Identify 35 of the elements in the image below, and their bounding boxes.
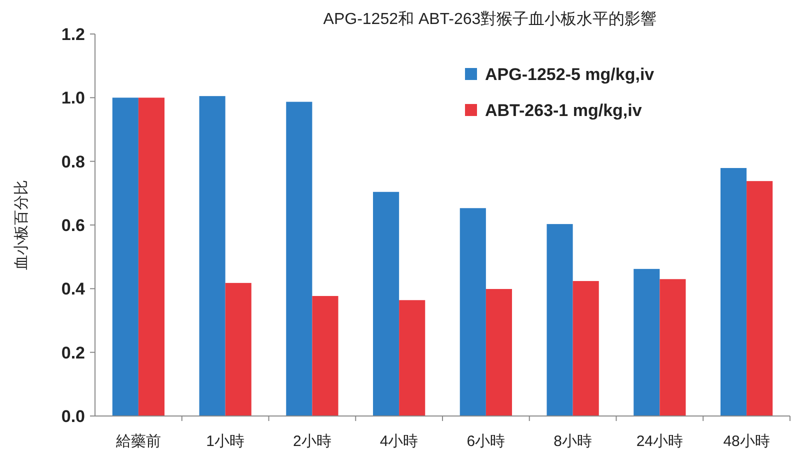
bar (572, 281, 599, 416)
bar (225, 282, 252, 416)
bar (138, 98, 164, 416)
x-tick-label: 2小時 (293, 433, 332, 450)
x-tick-label: 4小時 (380, 433, 418, 450)
y-tick-label: 0.0 (61, 407, 85, 426)
y-axis-title: 血小板百分比 (13, 180, 30, 270)
y-tick-label: 1.2 (61, 25, 85, 44)
bar (312, 296, 338, 416)
y-tick-label: 0.4 (61, 280, 86, 299)
y-tick-label: 0.2 (61, 343, 85, 362)
y-tick-label: 1.0 (61, 88, 85, 108)
bar (720, 168, 747, 416)
y-tick-label: 0.6 (61, 216, 85, 235)
x-tick-label: 6小時 (466, 433, 506, 450)
x-tick-label: 24小時 (636, 433, 684, 450)
bar (399, 300, 426, 416)
x-tick-label: 給藥前 (114, 433, 161, 450)
x-tick-label: 1小時 (206, 433, 244, 450)
bar (460, 208, 486, 416)
bar (660, 279, 686, 416)
chart-title: APG-1252和 ABT-263對猴子血小板水平的影響 (323, 10, 657, 28)
x-tick-label: 48小時 (723, 433, 770, 450)
y-tick-label: 0.8 (61, 152, 85, 172)
bar (199, 96, 226, 416)
bar (286, 102, 312, 416)
bar (486, 288, 512, 416)
bar (373, 192, 400, 416)
x-tick-label: 8小時 (554, 433, 592, 450)
bar (634, 268, 660, 416)
bar (746, 181, 773, 416)
legend-label: APG-1252-5 mg/kg,iv (485, 65, 655, 84)
bar (546, 224, 573, 416)
legend-label: ABT-263-1 mg/kg,iv (485, 101, 642, 120)
bar (112, 98, 138, 416)
